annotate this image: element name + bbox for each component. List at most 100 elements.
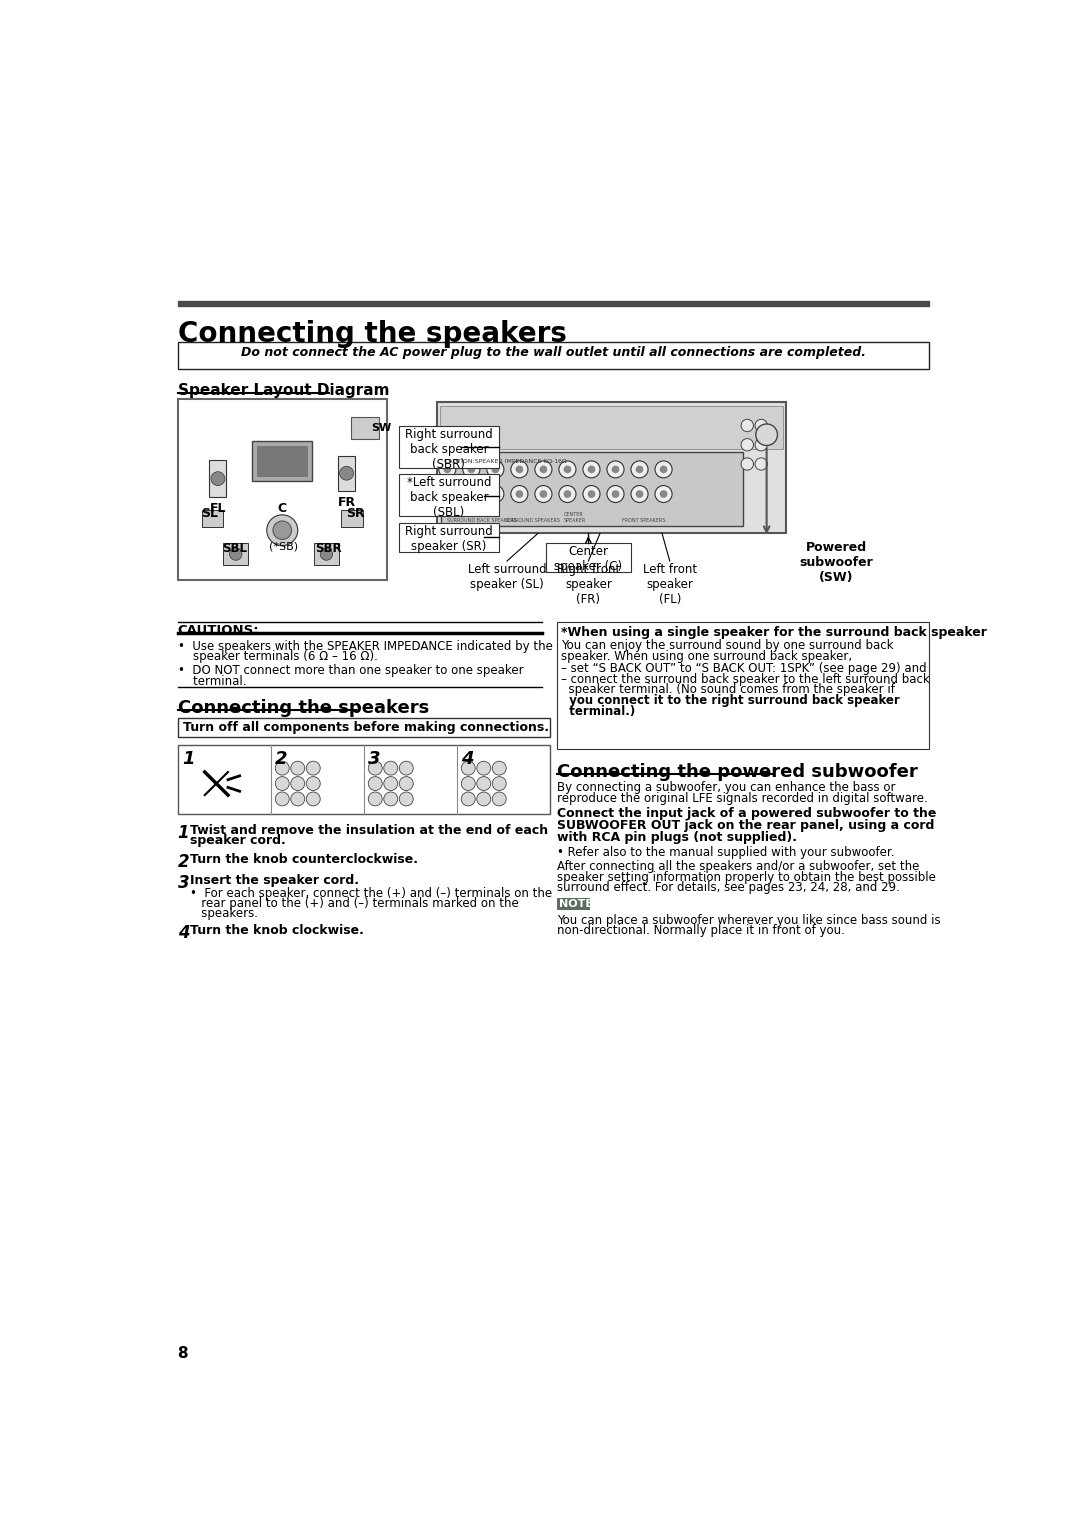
Circle shape bbox=[540, 465, 548, 473]
Circle shape bbox=[400, 792, 414, 805]
Circle shape bbox=[444, 490, 451, 498]
Circle shape bbox=[463, 485, 480, 502]
Circle shape bbox=[631, 461, 648, 478]
Text: 2: 2 bbox=[275, 750, 287, 769]
Circle shape bbox=[275, 761, 289, 775]
Text: •  DO NOT connect more than one speaker to one speaker: • DO NOT connect more than one speaker t… bbox=[177, 664, 523, 677]
Text: SR: SR bbox=[346, 507, 364, 521]
Text: Twist and remove the insulation at the end of each: Twist and remove the insulation at the e… bbox=[190, 824, 549, 836]
Text: speaker terminal. (No sound comes from the speaker if: speaker terminal. (No sound comes from t… bbox=[562, 683, 895, 697]
Text: with RCA pin plugs (not supplied).: with RCA pin plugs (not supplied). bbox=[557, 830, 797, 844]
Circle shape bbox=[487, 485, 504, 502]
Text: • Refer also to the manual supplied with your subwoofer.: • Refer also to the manual supplied with… bbox=[557, 847, 895, 859]
Text: SL: SL bbox=[201, 507, 218, 521]
Circle shape bbox=[535, 461, 552, 478]
Circle shape bbox=[511, 461, 528, 478]
Text: rear panel to the (+) and (–) terminals marked on the: rear panel to the (+) and (–) terminals … bbox=[190, 897, 518, 909]
Text: 2: 2 bbox=[177, 853, 189, 871]
Text: you connect it to the right surround back speaker: you connect it to the right surround bac… bbox=[562, 694, 900, 707]
Circle shape bbox=[492, 776, 507, 790]
Circle shape bbox=[656, 461, 672, 478]
Bar bbox=[441, 406, 783, 449]
Text: Connecting the speakers: Connecting the speakers bbox=[177, 320, 567, 348]
Circle shape bbox=[368, 792, 382, 805]
Text: Left surround
speaker (SL): Left surround speaker (SL) bbox=[468, 563, 546, 591]
Circle shape bbox=[741, 458, 754, 470]
Circle shape bbox=[368, 776, 382, 790]
Circle shape bbox=[468, 490, 475, 498]
Circle shape bbox=[400, 776, 414, 790]
Text: Powered
subwoofer
(SW): Powered subwoofer (SW) bbox=[799, 540, 874, 583]
Circle shape bbox=[535, 485, 552, 502]
Text: 1: 1 bbox=[177, 824, 189, 842]
Circle shape bbox=[588, 465, 595, 473]
Text: FL: FL bbox=[210, 502, 226, 516]
Circle shape bbox=[660, 465, 667, 473]
Circle shape bbox=[588, 490, 595, 498]
Text: CAUTIONS:: CAUTIONS: bbox=[177, 625, 259, 637]
Bar bbox=[224, 544, 248, 565]
Text: speaker setting information properly to obtain the best possible: speaker setting information properly to … bbox=[557, 871, 936, 883]
Text: Left front
speaker
(FL): Left front speaker (FL) bbox=[643, 563, 697, 606]
Text: speaker terminals (6 Ω – 16 Ω).: speaker terminals (6 Ω – 16 Ω). bbox=[177, 651, 378, 663]
Text: SURROUND SPEAKERS: SURROUND SPEAKERS bbox=[505, 519, 561, 524]
Bar bbox=[441, 453, 743, 525]
Circle shape bbox=[275, 792, 289, 805]
Text: Turn off all components before making connections.: Turn off all components before making co… bbox=[183, 721, 549, 735]
Text: You can enjoy the surround sound by one surround back: You can enjoy the surround sound by one … bbox=[562, 638, 894, 652]
Text: Right surround
back speaker
(SBR): Right surround back speaker (SBR) bbox=[405, 427, 492, 472]
Circle shape bbox=[741, 438, 754, 452]
Bar bbox=[314, 544, 339, 565]
Text: Right front
speaker
(FR): Right front speaker (FR) bbox=[557, 563, 620, 606]
Circle shape bbox=[564, 490, 571, 498]
Text: speaker cord.: speaker cord. bbox=[190, 834, 286, 847]
Text: SW: SW bbox=[372, 423, 392, 433]
Circle shape bbox=[273, 521, 292, 539]
Text: CENTER
SPEAKER: CENTER SPEAKER bbox=[564, 513, 585, 524]
Bar bbox=[399, 426, 499, 468]
Text: reproduce the original LFE signals recorded in digital software.: reproduce the original LFE signals recor… bbox=[557, 792, 928, 805]
Circle shape bbox=[400, 761, 414, 775]
Text: •  Use speakers with the SPEAKER IMPEDANCE indicated by the: • Use speakers with the SPEAKER IMPEDANC… bbox=[177, 640, 553, 652]
Text: speakers.: speakers. bbox=[190, 906, 258, 920]
Text: 4: 4 bbox=[461, 750, 474, 769]
Bar bbox=[257, 447, 308, 478]
Bar bbox=[545, 542, 631, 571]
Circle shape bbox=[756, 424, 778, 446]
Bar bbox=[399, 522, 499, 551]
Circle shape bbox=[368, 761, 382, 775]
Text: SUBWOOFER OUT jack on the rear panel, using a cord: SUBWOOFER OUT jack on the rear panel, us… bbox=[557, 819, 935, 831]
Circle shape bbox=[307, 761, 321, 775]
Text: *Left surround
back speaker
(SBL): *Left surround back speaker (SBL) bbox=[407, 476, 491, 519]
Circle shape bbox=[755, 458, 768, 470]
Circle shape bbox=[291, 761, 305, 775]
Text: FR: FR bbox=[338, 496, 355, 510]
Circle shape bbox=[511, 485, 528, 502]
Bar bbox=[557, 899, 590, 909]
Text: •  For each speaker, connect the (+) and (–) terminals on the: • For each speaker, connect the (+) and … bbox=[190, 886, 552, 900]
Bar bbox=[210, 461, 227, 498]
Bar bbox=[252, 441, 312, 481]
Bar bbox=[399, 475, 499, 516]
Circle shape bbox=[559, 485, 576, 502]
Circle shape bbox=[383, 792, 397, 805]
Text: CAUTION:SPEAKER IMPEDANCE 6Ω-16Ω: CAUTION:SPEAKER IMPEDANCE 6Ω-16Ω bbox=[444, 459, 567, 464]
Circle shape bbox=[438, 485, 456, 502]
Circle shape bbox=[461, 761, 475, 775]
Circle shape bbox=[383, 761, 397, 775]
Circle shape bbox=[559, 461, 576, 478]
Text: FRONT SPEAKERS: FRONT SPEAKERS bbox=[622, 519, 665, 524]
Text: SURROUND BACK SPEAKERS: SURROUND BACK SPEAKERS bbox=[447, 519, 517, 524]
Circle shape bbox=[230, 548, 242, 560]
Bar bbox=[177, 746, 550, 814]
Circle shape bbox=[491, 465, 499, 473]
Circle shape bbox=[291, 792, 305, 805]
Circle shape bbox=[492, 792, 507, 805]
Circle shape bbox=[463, 461, 480, 478]
Circle shape bbox=[267, 514, 298, 545]
Circle shape bbox=[611, 490, 619, 498]
Text: terminal.: terminal. bbox=[177, 675, 246, 687]
Circle shape bbox=[583, 485, 600, 502]
Text: *When using a single speaker for the surround back speaker: *When using a single speaker for the sur… bbox=[562, 626, 987, 638]
Text: Insert the speaker cord.: Insert the speaker cord. bbox=[190, 874, 359, 888]
